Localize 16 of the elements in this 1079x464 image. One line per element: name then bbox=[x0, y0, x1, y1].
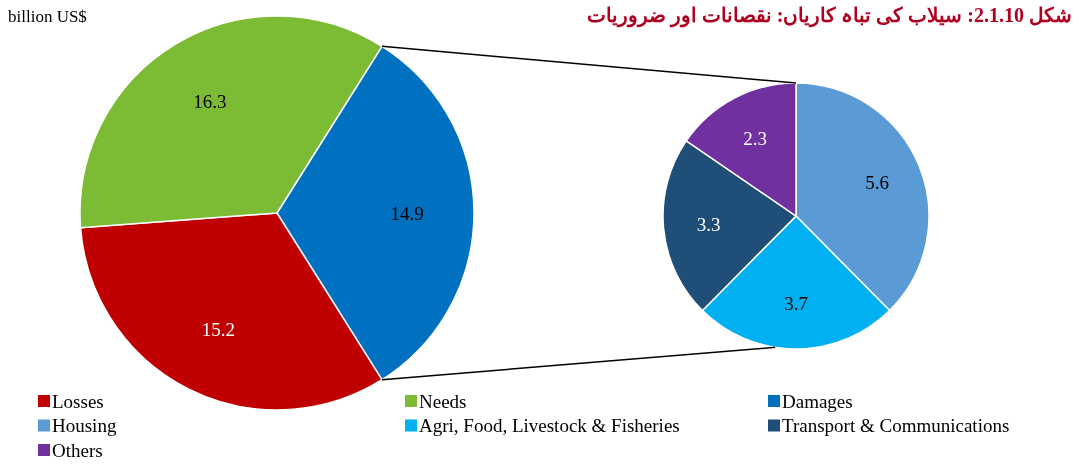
data-label: 15.2 bbox=[201, 318, 236, 340]
legend-label: Agri, Food, Livestock & Fisheries bbox=[419, 415, 680, 436]
legend-label: Housing bbox=[52, 415, 117, 436]
legend-label: Losses bbox=[52, 390, 104, 412]
legend-label: Others bbox=[52, 439, 103, 461]
data-label: 2.3 bbox=[743, 127, 767, 149]
legend-label: Damages bbox=[782, 390, 853, 412]
legend-label: Needs bbox=[419, 390, 467, 412]
data-label: 3.3 bbox=[696, 213, 721, 235]
chart-title: شکل 2.1.10: سیلاب کی تباہ کاریاں: نقصانات اور ضروریات bbox=[586, 4, 1072, 28]
data-label: 5.6 bbox=[865, 172, 890, 194]
legend-label: Transport & Communications bbox=[782, 415, 1010, 436]
data-label: 3.7 bbox=[784, 293, 808, 315]
data-label: 16.3 bbox=[193, 91, 227, 113]
chart-subtitle: billion US$ bbox=[8, 7, 87, 26]
data-label: 14.9 bbox=[390, 202, 424, 224]
